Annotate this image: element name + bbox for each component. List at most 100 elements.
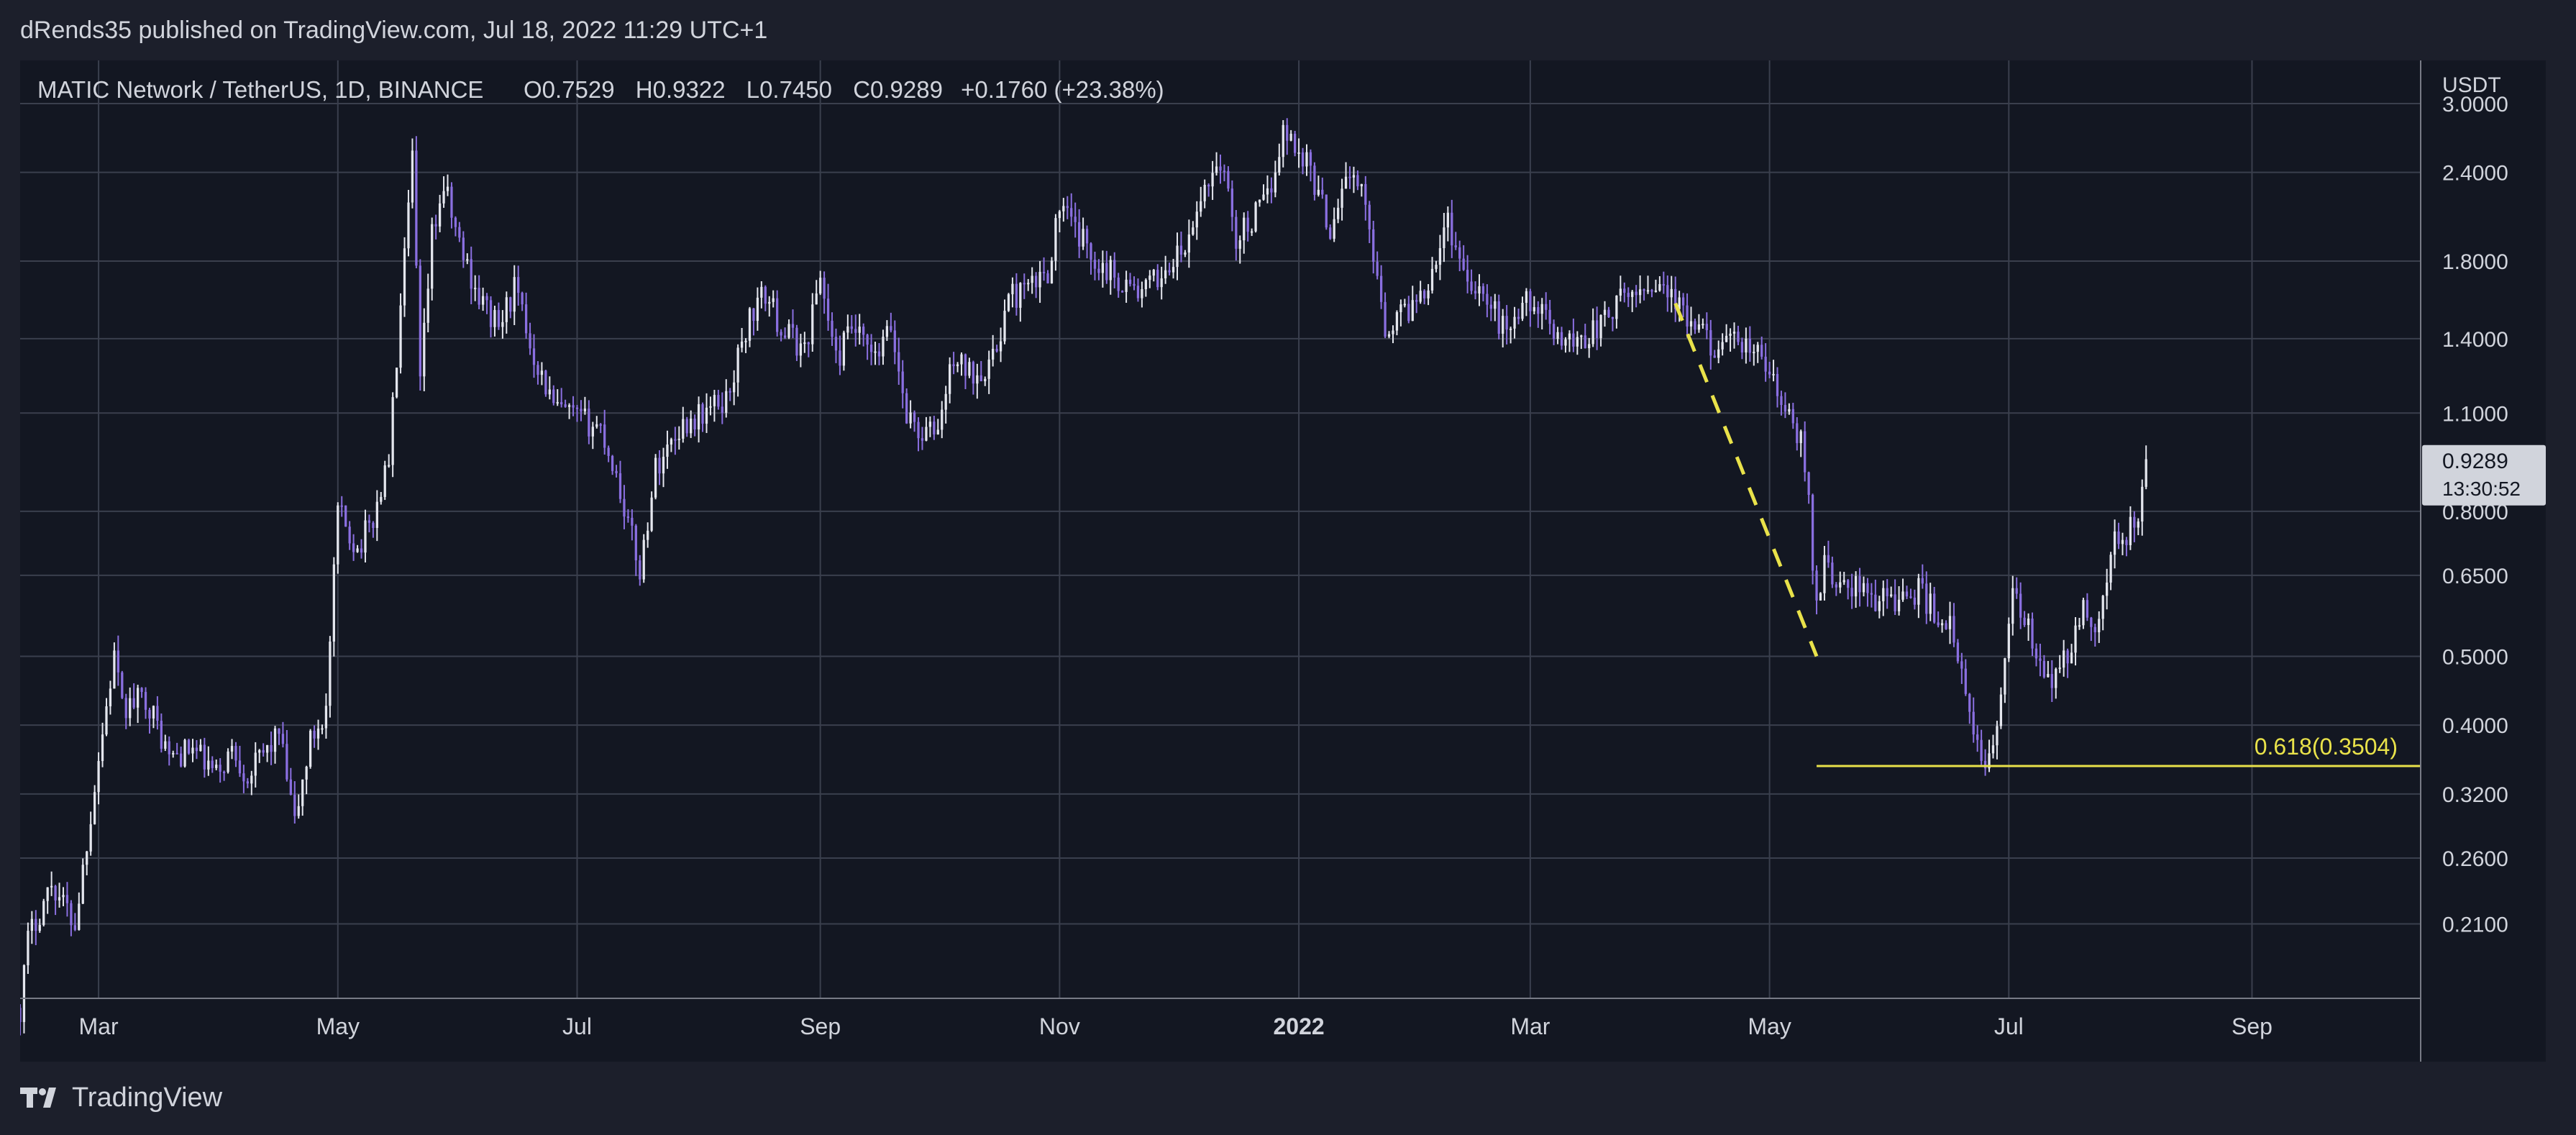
candle-body [489, 300, 493, 327]
candle-body [799, 343, 803, 356]
candle-body [1176, 245, 1179, 268]
candle-body [1395, 311, 1399, 331]
candle-body [2050, 674, 2053, 688]
ohlc-open: O0.7529 [524, 76, 615, 103]
candle-body [1804, 431, 1807, 473]
candle-body [1042, 271, 1046, 274]
candle-body [109, 688, 112, 706]
ohlc-readout: O0.7529 H0.9322 L0.7450 C0.9289 +0.1760 … [524, 76, 1164, 103]
x-tick-label: Mar [1510, 1013, 1550, 1039]
candle-body [1305, 152, 1308, 167]
candle-body [485, 296, 488, 301]
candle-body [1964, 668, 1967, 694]
candle-body [532, 348, 536, 365]
candle-body [1823, 555, 1826, 593]
candle-body [2082, 600, 2085, 626]
candle-body [238, 760, 242, 774]
candle-body [654, 457, 657, 498]
tradingview-footer[interactable]: TradingView [20, 1076, 222, 1119]
candle-body [995, 349, 998, 352]
candle-body [1192, 227, 1195, 235]
candle-body [187, 739, 191, 754]
candle-body [227, 751, 229, 772]
candle-body [1494, 301, 1497, 309]
candle-body [1525, 291, 1528, 304]
candle-body [54, 885, 57, 901]
candle-body [944, 393, 947, 410]
candle-body [928, 421, 932, 427]
candle-body [1548, 309, 1551, 324]
candle-body [670, 439, 673, 445]
axes: 3.00002.40001.80001.40001.10000.80000.65… [20, 60, 2546, 1062]
candle-body [1411, 300, 1414, 322]
candle-body [1003, 311, 1006, 342]
candle-body [1674, 288, 1677, 309]
candle-body [1921, 578, 1924, 584]
candle-body [1258, 199, 1261, 203]
candle-body [677, 438, 680, 440]
candle-body [509, 297, 512, 312]
candle-body [658, 457, 661, 474]
candle-body [1552, 324, 1556, 339]
candle-body [211, 760, 214, 768]
y-tick-label: 0.2100 [2442, 913, 2508, 937]
candle-body [1203, 184, 1206, 201]
candle-body [35, 919, 37, 931]
candle-body [395, 368, 398, 398]
candle-body [1611, 316, 1614, 319]
candle-body [1807, 472, 1810, 496]
candle-body [1435, 265, 1438, 269]
candle-body [2133, 516, 2136, 528]
candle-body [301, 779, 304, 806]
candle-body [666, 445, 669, 457]
candle-body [431, 224, 434, 289]
candle-body [1254, 202, 1257, 232]
candle-body [474, 288, 477, 290]
candle-body [1835, 584, 1837, 588]
candle-body [1085, 229, 1089, 244]
candle-body [415, 150, 418, 266]
x-tick-label: Mar [79, 1013, 119, 1039]
y-tick-label: 1.1000 [2442, 402, 2508, 426]
candle-body [1595, 320, 1599, 338]
candle-body [2063, 650, 2065, 668]
candle-body [2027, 619, 2030, 625]
candle-body [1093, 260, 1097, 269]
candle-body [1058, 211, 1061, 219]
candle-body [885, 326, 889, 337]
candle-body [729, 391, 731, 393]
candle-body [1038, 271, 1041, 288]
candle-body [1556, 332, 1559, 339]
candle-body [2055, 669, 2057, 688]
candle-body [466, 259, 469, 261]
candle-body [615, 470, 618, 473]
chart-title: MATIC Network / TetherUS, 1D, BINANCE [37, 76, 483, 103]
candle-body [1568, 333, 1571, 339]
candle-body [321, 728, 324, 730]
candle-body [1615, 295, 1618, 319]
candle-body [86, 851, 88, 865]
candle-body [544, 370, 547, 395]
candle-body [2039, 658, 2042, 661]
candle-body [411, 150, 414, 203]
candle-body [2093, 626, 2096, 633]
candle-body [1540, 304, 1543, 314]
candle-body [375, 501, 378, 529]
candle-body [756, 297, 759, 322]
candle-body [1948, 616, 1952, 629]
candle-body [642, 539, 645, 580]
candle-body [1505, 316, 1508, 330]
candle-body [262, 749, 265, 753]
candle-body [1866, 583, 1869, 593]
candle-body [305, 766, 308, 780]
candle-body [1105, 263, 1108, 281]
candle-body [391, 397, 394, 465]
candle-body [1097, 268, 1100, 273]
candle-body [1379, 275, 1383, 302]
candle-body [1195, 211, 1198, 228]
candle-body [148, 709, 151, 719]
price-chart[interactable]: 0.618(0.3504) 3.0000 2.4000 1.8000 1.4000 1.… [20, 60, 2546, 1062]
candle-body [297, 806, 300, 816]
candle-body [697, 404, 700, 430]
candle-body [1046, 273, 1049, 283]
